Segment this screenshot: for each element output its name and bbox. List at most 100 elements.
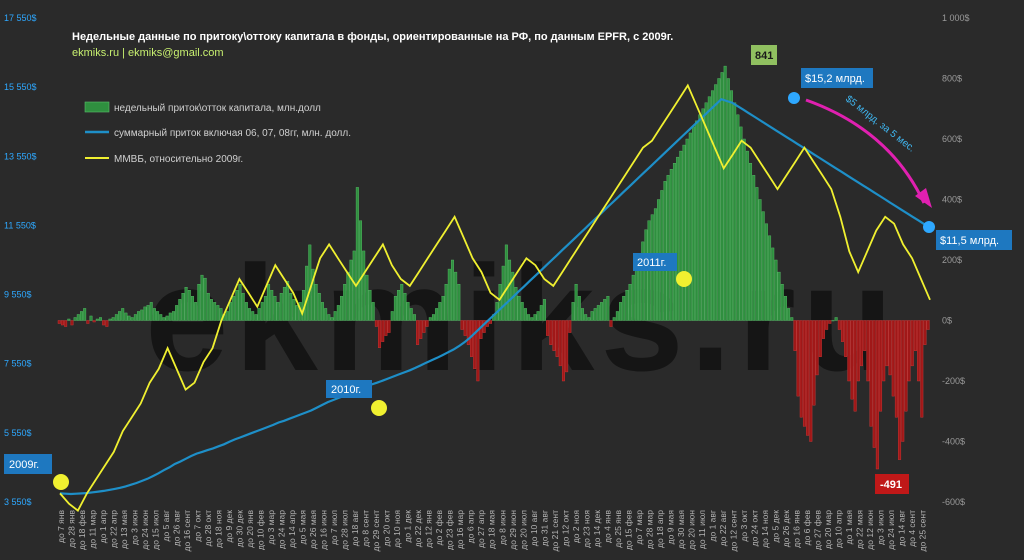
x-axis-tick: до 11 июл	[697, 510, 707, 549]
x-axis-tick: до 1 дек	[403, 510, 413, 543]
inflow-bar	[831, 320, 835, 322]
inflow-bar	[343, 284, 347, 321]
outflow-bar	[419, 320, 423, 339]
inflow-bar	[213, 302, 217, 321]
inflow-bar	[581, 308, 584, 321]
x-axis-tick: до 14 ноя	[760, 510, 770, 548]
inflow-bar	[83, 308, 87, 321]
x-axis-tick: до 7 мар	[634, 510, 644, 545]
inflow-bar	[162, 317, 166, 321]
marker-2009	[53, 474, 69, 490]
outflow-bar	[64, 320, 68, 327]
inflow-bar	[768, 235, 772, 321]
outflow-bar	[926, 320, 930, 330]
x-axis-tick: до 9 мая	[665, 510, 675, 545]
outflow-bar	[809, 320, 813, 442]
inflow-bar	[755, 187, 759, 321]
decline-arrow-head	[915, 188, 932, 208]
inflow-bar	[190, 296, 194, 321]
x-axis-tick: до 11 мар	[88, 510, 98, 549]
outflow-bar	[885, 320, 889, 367]
legend-label-bar: недельный приток\отток капитала, млн.дол…	[114, 103, 321, 114]
outflow-bar	[847, 320, 851, 382]
right-axis-tick: -400$	[942, 437, 965, 447]
outflow-bar	[818, 320, 822, 357]
inflow-bar	[723, 65, 727, 321]
x-axis-tick: до 1 апр	[98, 510, 108, 543]
x-axis-tick: до 21 сент	[550, 510, 560, 552]
inflow-bar	[130, 317, 134, 321]
inflow-bar	[159, 314, 163, 321]
x-axis-tick: до 28 окт	[203, 510, 213, 546]
inflow-bar	[146, 305, 150, 321]
x-axis-tick: до 16 янв	[791, 510, 801, 548]
outflow-bar	[381, 320, 385, 342]
inflow-bar	[194, 302, 198, 321]
inflow-bar	[691, 126, 695, 321]
x-axis-tick: до 22 дек	[413, 510, 423, 548]
outflow-bar	[869, 320, 873, 427]
x-axis-tick: до 3 июн	[130, 510, 140, 545]
inflow-bar	[752, 175, 756, 321]
x-axis-tick: до 18 ноя	[214, 510, 224, 548]
outflow-bar	[828, 320, 832, 324]
x-axis-tick: до 16 мар	[455, 510, 465, 549]
x-axis-tick: до 7 июл	[329, 510, 339, 545]
inflow-bar	[89, 315, 93, 321]
x-axis-tick: до 3 мар	[266, 510, 276, 545]
inflow-bar	[666, 175, 670, 321]
inflow-bar	[210, 299, 213, 321]
inflow-bar	[336, 305, 340, 321]
inflow-bar	[406, 302, 410, 321]
right-axis-tick: 800$	[942, 74, 962, 84]
inflow-bar	[181, 293, 185, 321]
x-axis-tick: до 1 мая	[844, 510, 854, 545]
inflow-bar	[457, 284, 461, 321]
inflow-bar	[320, 302, 324, 321]
x-axis-tick: до 9 дек	[224, 510, 234, 543]
inflow-bar	[672, 162, 676, 321]
inflow-bar	[774, 259, 778, 321]
x-axis-tick: до 20 окт	[382, 510, 392, 546]
outflow-bar	[901, 320, 905, 442]
x-axis-tick: до 5 дек	[770, 510, 780, 543]
inflow-bar	[603, 299, 607, 321]
inflow-bar	[238, 284, 242, 321]
x-axis-tick: до 20 янв	[245, 510, 255, 548]
x-axis-tick: до 26 авг	[172, 510, 182, 546]
inflow-bar	[324, 308, 328, 321]
outflow-bar	[561, 320, 565, 382]
inflow-bar	[714, 84, 718, 321]
inflow-bar	[584, 314, 588, 321]
inflow-bar	[314, 284, 318, 321]
x-axis-tick: до 1 авг	[707, 510, 717, 541]
x-axis-tick: до 7 янв	[56, 510, 66, 543]
inflow-bar	[625, 290, 629, 321]
x-axis-tick: до 20 мар	[823, 510, 833, 549]
inflow-bar	[720, 72, 724, 321]
inflow-bar	[95, 318, 99, 321]
x-axis-tick: до 31 авг	[539, 510, 549, 546]
x-axis-tick: до 30 мая	[676, 510, 686, 549]
inflow-bar	[327, 314, 331, 321]
outflow-bar	[565, 320, 569, 373]
inflow-bar	[733, 102, 737, 321]
inflow-bar	[359, 220, 363, 321]
decline-arrow	[805, 98, 926, 204]
inflow-bar	[520, 302, 524, 321]
x-axis-tick: до 5 мая	[298, 510, 308, 545]
outflow-bar	[86, 320, 90, 324]
inflow-bar	[771, 247, 775, 321]
inflow-bar	[289, 293, 293, 321]
outflow-bar	[60, 320, 64, 326]
inflow-bar	[355, 187, 359, 321]
inflow-bar	[736, 114, 740, 321]
left-axis-tick: 5 550$	[4, 428, 32, 438]
outflow-bar	[552, 320, 556, 351]
inflow-bar	[79, 311, 83, 321]
inflow-bar	[711, 90, 714, 321]
inflow-bar	[311, 268, 315, 321]
x-axis-tick: до 27 фев	[812, 510, 822, 551]
inflow-bar	[67, 318, 71, 321]
